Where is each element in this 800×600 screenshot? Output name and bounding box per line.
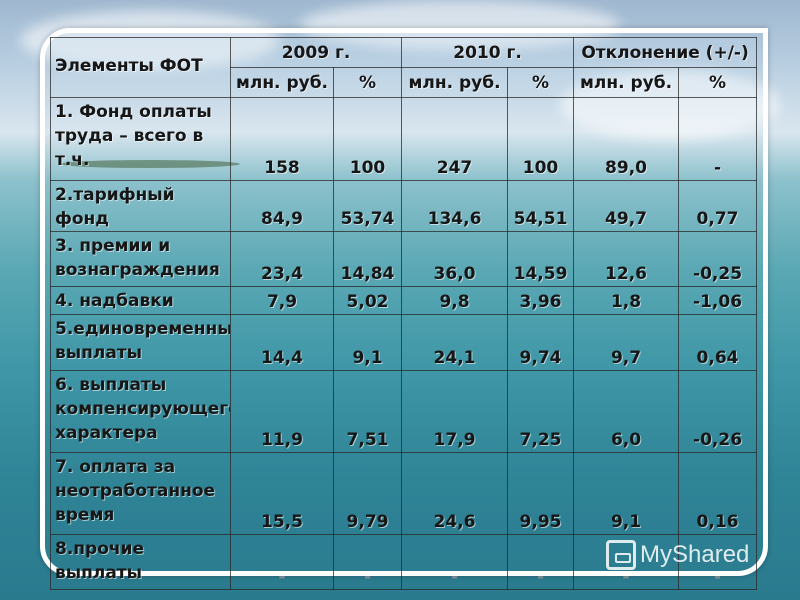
cell-value: 84,9 [230,180,334,232]
cell-value: 17,9 [401,370,509,453]
table-row: 6. выплаты компенсирующего характера 11,… [50,370,758,453]
table-row: 8.прочие выплаты - - - - - - [50,534,758,590]
cell-value: 89,0 [573,97,680,181]
subheader-pct-2010: % [507,67,575,98]
projector-icon [606,540,636,570]
cell-value: 6,0 [573,370,680,453]
cell-value: 134,6 [401,180,509,232]
header-elements: Элементы ФОТ [50,37,231,98]
cell-value: 54,51 [507,180,575,232]
cell-value: - [678,534,758,590]
cell-value: 14,4 [230,314,334,371]
cell-value: 9,7 [573,314,680,371]
cell-value: 14,59 [507,231,575,287]
cell-value: - [678,97,758,181]
row-label: 6. выплаты компенсирующего характера [50,370,231,453]
cell-value: 158 [230,97,334,181]
cell-value: - [401,534,509,590]
table-row: 5.единовременные выплаты 14,4 9,1 24,1 9… [50,314,758,371]
cell-value: - [507,534,575,590]
cell-value: 7,25 [507,370,575,453]
cell-value: 9,74 [507,314,575,371]
subheader-mln-2010: млн. руб. [401,67,509,98]
cell-value: -0,26 [678,370,758,453]
cell-value: 5,02 [332,286,403,315]
cell-value: 49,7 [573,180,680,232]
cell-value: 36,0 [401,231,509,287]
row-label: 4. надбавки [50,286,231,315]
cell-value: 247 [401,97,509,181]
table-row: 1. Фонд оплаты труда – всего в т.ч. 158 … [50,97,758,181]
cell-value: 9,8 [401,286,509,315]
row-label: 2.тарифный фонд [50,180,231,232]
cell-value: 24,1 [401,314,509,371]
cell-value: 3,96 [507,286,575,315]
subheader-mln-2009: млн. руб. [230,67,334,98]
cell-value: 53,74 [332,180,403,232]
header-deviation: Отклонение (+/-) [573,37,758,68]
cell-value: 7,9 [230,286,334,315]
cell-value: -0,25 [678,231,758,287]
cell-value: 9,79 [332,452,403,535]
cell-value: 24,6 [401,452,509,535]
cell-value: 100 [507,97,575,181]
cell-value: 9,1 [573,452,680,535]
subheader-pct-dev: % [678,67,758,98]
header-2010: 2010 г. [401,37,575,68]
cell-value: 12,6 [573,231,680,287]
row-label: 5.единовременные выплаты [50,314,231,371]
row-label: 1. Фонд оплаты труда – всего в т.ч. [50,97,231,181]
cell-value: 15,5 [230,452,334,535]
table-row: 7. оплата за неотработанное время 15,5 9… [50,452,758,535]
cell-value: 9,95 [507,452,575,535]
cell-value: 7,51 [332,370,403,453]
cell-value: 1,8 [573,286,680,315]
watermark-text: MyShared [640,541,750,568]
cell-value: - [230,534,334,590]
row-label: 3. премии и вознаграждения [50,231,231,287]
row-label: 8.прочие выплаты [50,534,231,590]
subheader-pct-2009: % [332,67,403,98]
cell-value: 0,16 [678,452,758,535]
table-row: 2.тарифный фонд 84,9 53,74 134,6 54,51 4… [50,180,758,232]
cell-value: -1,06 [678,286,758,315]
myshared-watermark: MyShared [606,538,749,572]
row-label: 7. оплата за неотработанное время [50,452,231,535]
payroll-table: Элементы ФОТ 2009 г. 2010 г. Отклонение … [50,37,758,590]
cell-value: 0,77 [678,180,758,232]
cell-value: 9,1 [332,314,403,371]
cell-value: 11,9 [230,370,334,453]
cell-value: 14,84 [332,231,403,287]
cell-value: 23,4 [230,231,334,287]
table-row: 3. премии и вознаграждения 23,4 14,84 36… [50,231,758,287]
header-2009: 2009 г. [229,37,403,68]
subheader-mln-dev: млн. руб. [573,67,680,98]
cell-value: 100 [332,97,403,181]
cell-value: 0,64 [678,314,758,371]
table-row: 4. надбавки 7,9 5,02 9,8 3,96 1,8 -1,06 [50,286,758,315]
cell-value: - [332,534,403,590]
